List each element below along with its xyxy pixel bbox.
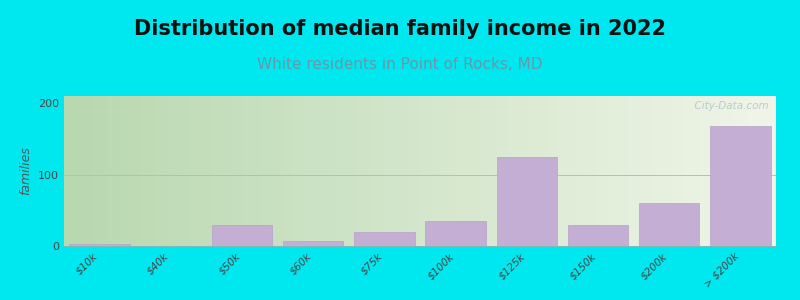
Bar bbox=[70, 244, 130, 246]
Text: City-Data.com: City-Data.com bbox=[688, 100, 769, 110]
Y-axis label: families: families bbox=[19, 147, 33, 195]
Text: Distribution of median family income in 2022: Distribution of median family income in … bbox=[134, 19, 666, 39]
Bar bbox=[710, 126, 770, 246]
Bar bbox=[497, 157, 557, 246]
Text: White residents in Point of Rocks, MD: White residents in Point of Rocks, MD bbox=[258, 57, 542, 72]
Bar bbox=[639, 203, 699, 246]
Bar bbox=[426, 221, 486, 246]
Bar bbox=[212, 225, 272, 246]
Bar bbox=[568, 225, 628, 246]
Bar bbox=[354, 232, 414, 246]
Bar bbox=[283, 241, 343, 246]
